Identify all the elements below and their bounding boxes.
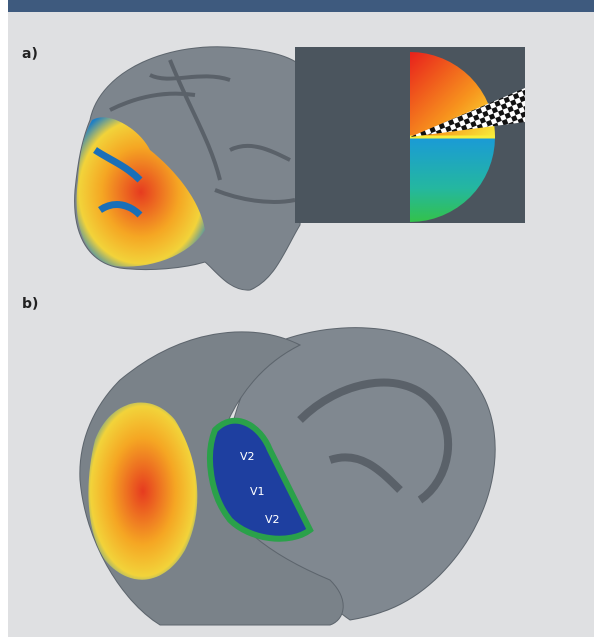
area-label: V1 — [250, 485, 265, 498]
header-bar — [8, 0, 594, 12]
area-label: V2 — [265, 513, 280, 526]
panel-label: b) — [22, 296, 38, 312]
panel-label: a) — [22, 46, 38, 62]
page: a) b) V2 V1 V2 (() => { const data = JSO… — [0, 0, 602, 643]
area-label: V2 — [240, 450, 255, 463]
figure: a) b) V2 V1 V2 — [0, 0, 602, 643]
